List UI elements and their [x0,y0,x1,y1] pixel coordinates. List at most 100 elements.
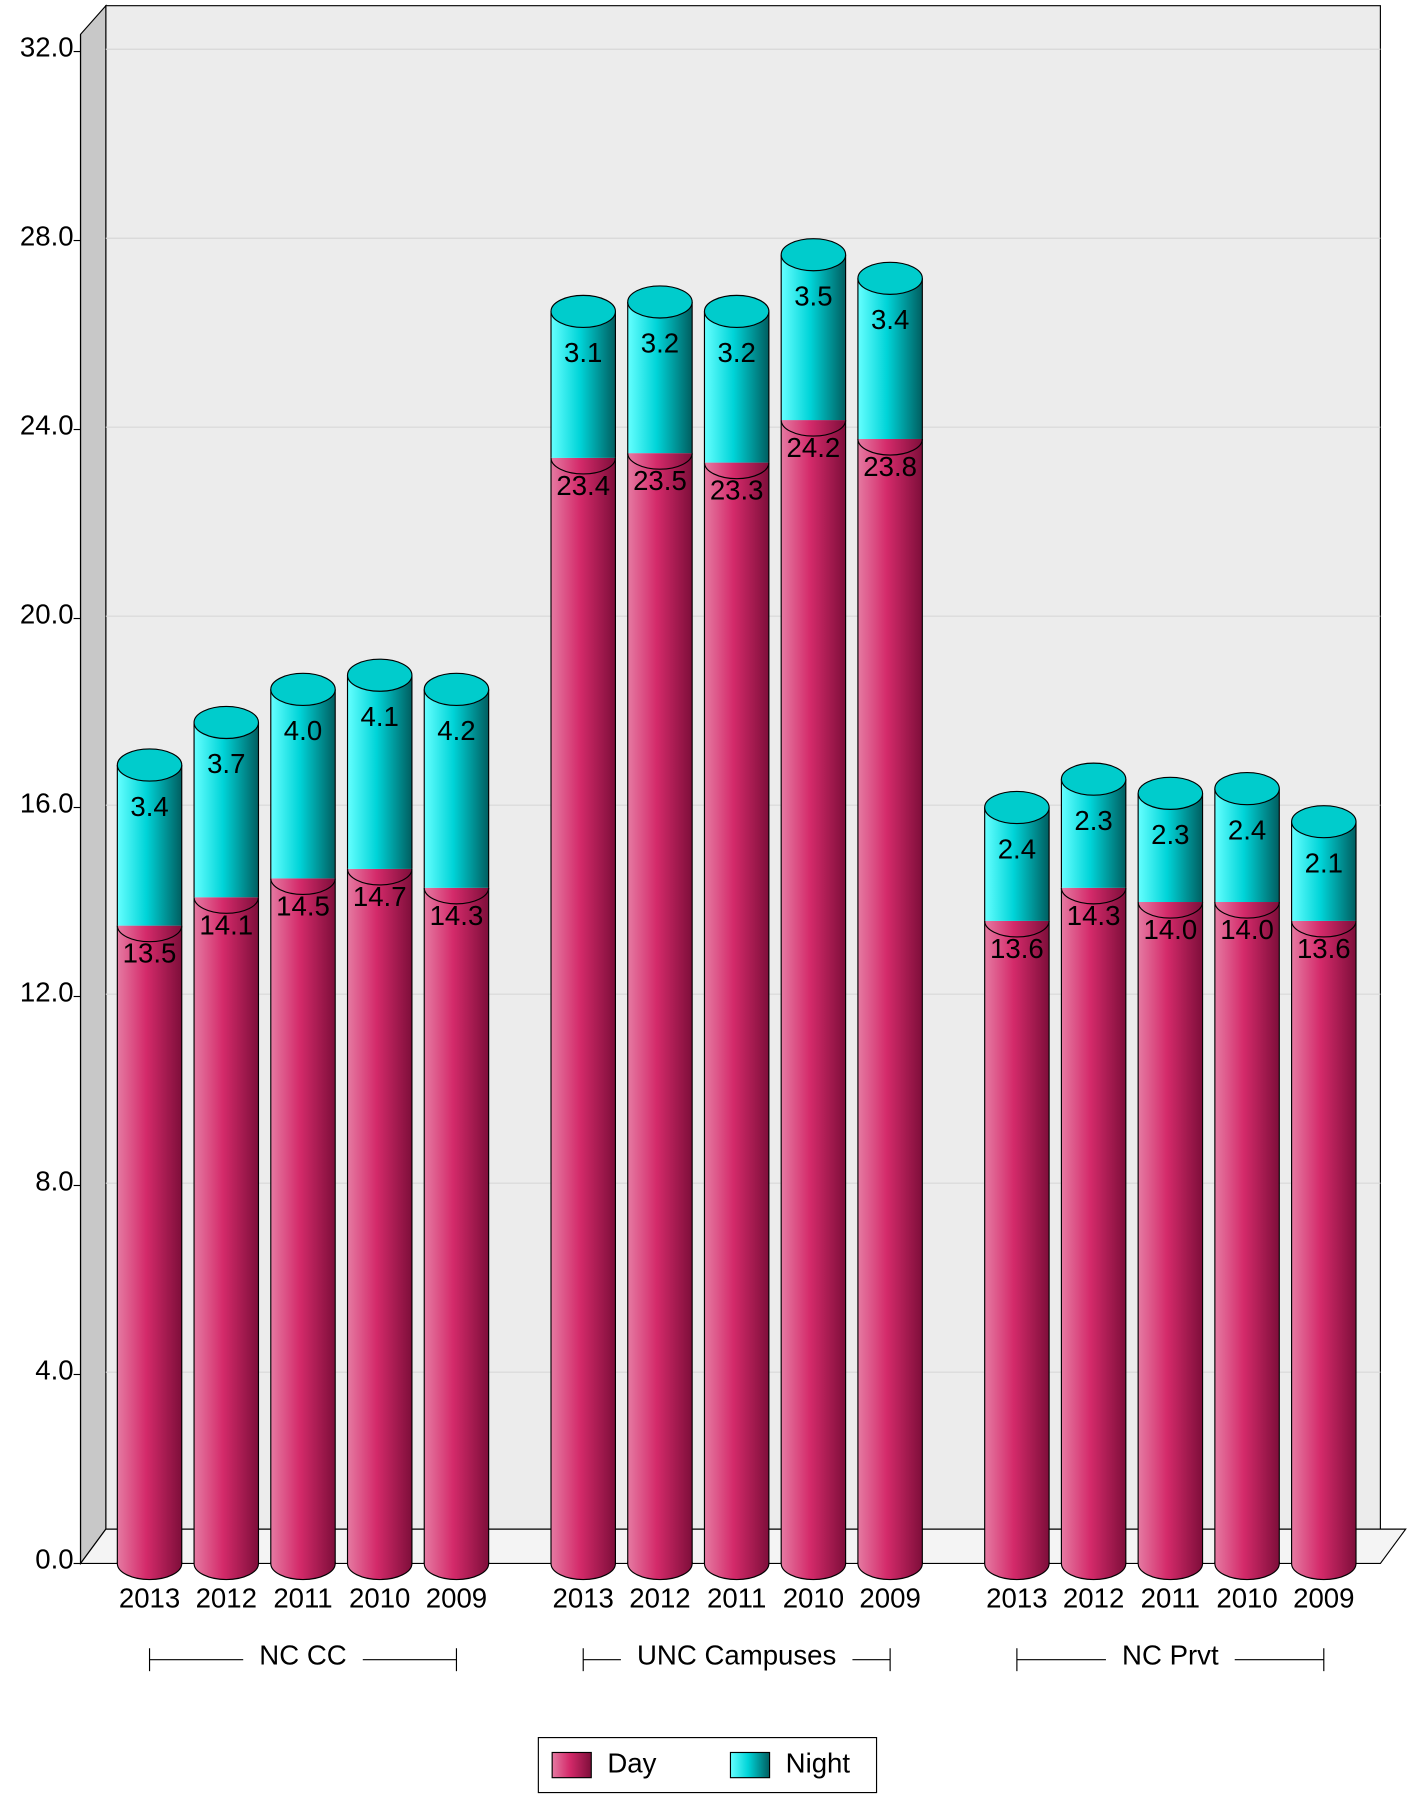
value-label: 3.1 [564,337,602,368]
x-tick-label: 2010 [349,1582,410,1613]
bar-top [193,705,260,740]
value-label: 14.0 [1143,914,1197,945]
value-label: 14.3 [1067,900,1121,931]
bar-segment [1214,902,1280,1564]
y-tick-label: 20.0 [20,599,74,630]
value-label: 13.6 [990,933,1044,964]
x-tick-label: 2012 [629,1582,690,1613]
y-tick-label: 32.0 [20,32,74,63]
side-wall [79,4,107,1566]
value-label: 3.4 [871,304,909,335]
bar-joint [857,438,923,456]
bar-segment [984,807,1050,921]
x-tick-label: 2009 [1293,1582,1354,1613]
bar-joint [627,453,693,470]
bar-top [116,748,183,782]
value-label: 2.4 [998,833,1036,864]
bar-segment [194,897,259,1564]
value-label: 14.0 [1220,914,1274,945]
bar-segment [781,254,846,421]
bar-segment [551,311,616,458]
bar-top [270,672,336,707]
x-tick-label: 2012 [1063,1582,1124,1613]
value-label: 3.2 [717,337,755,368]
value-label: 2.3 [1074,805,1112,836]
x-tick-label: 2013 [986,1582,1047,1613]
value-label: 14.3 [430,900,484,931]
bar-segment [270,689,336,879]
x-tick-label: 2011 [273,1582,332,1613]
value-label: 14.5 [276,890,330,921]
y-tick-label: 4.0 [35,1355,73,1386]
bar-segment [551,457,616,1564]
bar-joint [193,897,260,914]
value-label: 2.4 [1228,814,1266,845]
value-label: 14.1 [199,909,253,940]
bar-top [1137,776,1204,810]
bar-top [423,672,490,707]
legend-label: Day [607,1747,656,1778]
bar-top [346,658,413,692]
labels: 0.0 4.0 8.0 12.0 16.0 20.0 24.0 28.0 32.0 2013 13.… [20,32,1354,1672]
y-tick-label: 0.0 [35,1544,73,1575]
value-label: 2.1 [1305,848,1343,879]
bar-segment [194,722,259,898]
bar-segment [627,453,693,1564]
bar-segment [984,920,1050,1564]
bar-segment [704,462,769,1564]
bar-top [1214,772,1280,806]
x-tick-label: 2011 [1141,1582,1200,1613]
bar-segment [1214,788,1280,903]
y-tick-label: 8.0 [35,1166,73,1197]
bar-joint [550,457,616,475]
value-label: 4.1 [361,701,399,732]
bar-top [1291,805,1357,839]
bar-top [780,238,847,272]
group-label: NC Prvt [1122,1640,1219,1671]
bar-joint [1137,901,1204,919]
x-tick-label: 2013 [553,1582,614,1613]
bar-joint [116,925,183,943]
y-tick-label: 16.0 [20,788,74,819]
bar-top [703,294,770,329]
bar-segment [424,887,489,1564]
bar-top [857,261,923,295]
bar-segment [627,301,693,454]
value-label: 3.2 [641,328,679,359]
bar-segment [117,925,182,1564]
bar-segment [270,878,336,1564]
value-label: 24.2 [787,432,841,463]
x-tick-label: 2009 [426,1582,487,1613]
bar-top [984,790,1050,825]
legend [537,1737,878,1794]
bar-segment [857,438,923,1564]
value-label: 23.8 [863,451,917,482]
bar-segment [1138,902,1203,1564]
bar-segment [1138,793,1203,903]
bar-segment [781,420,846,1564]
bar-top [627,285,693,319]
y-tick-label: 12.0 [20,977,74,1008]
value-label: 23.5 [633,465,687,496]
value-label: 3.4 [130,791,168,822]
bar-segment [1061,887,1126,1564]
bar-segment [704,311,769,463]
legend-swatch [729,1751,771,1779]
value-label: 2.3 [1151,819,1189,850]
bar-joint [1060,887,1127,905]
y-tick-label: 28.0 [20,221,74,252]
bar-joint [1214,901,1280,919]
value-label: 4.2 [437,715,475,746]
value-label: 23.4 [556,470,610,501]
bar-joint [780,420,847,437]
x-tick-label: 2012 [196,1582,257,1613]
value-label: 4.0 [284,715,322,746]
bar-joint [984,920,1050,938]
bar-joint [270,878,336,895]
bar-joint [423,887,490,905]
value-label: 13.6 [1297,933,1351,964]
bar-top [550,294,616,329]
legend-label: Night [786,1747,851,1778]
value-label: 3.5 [794,281,832,312]
